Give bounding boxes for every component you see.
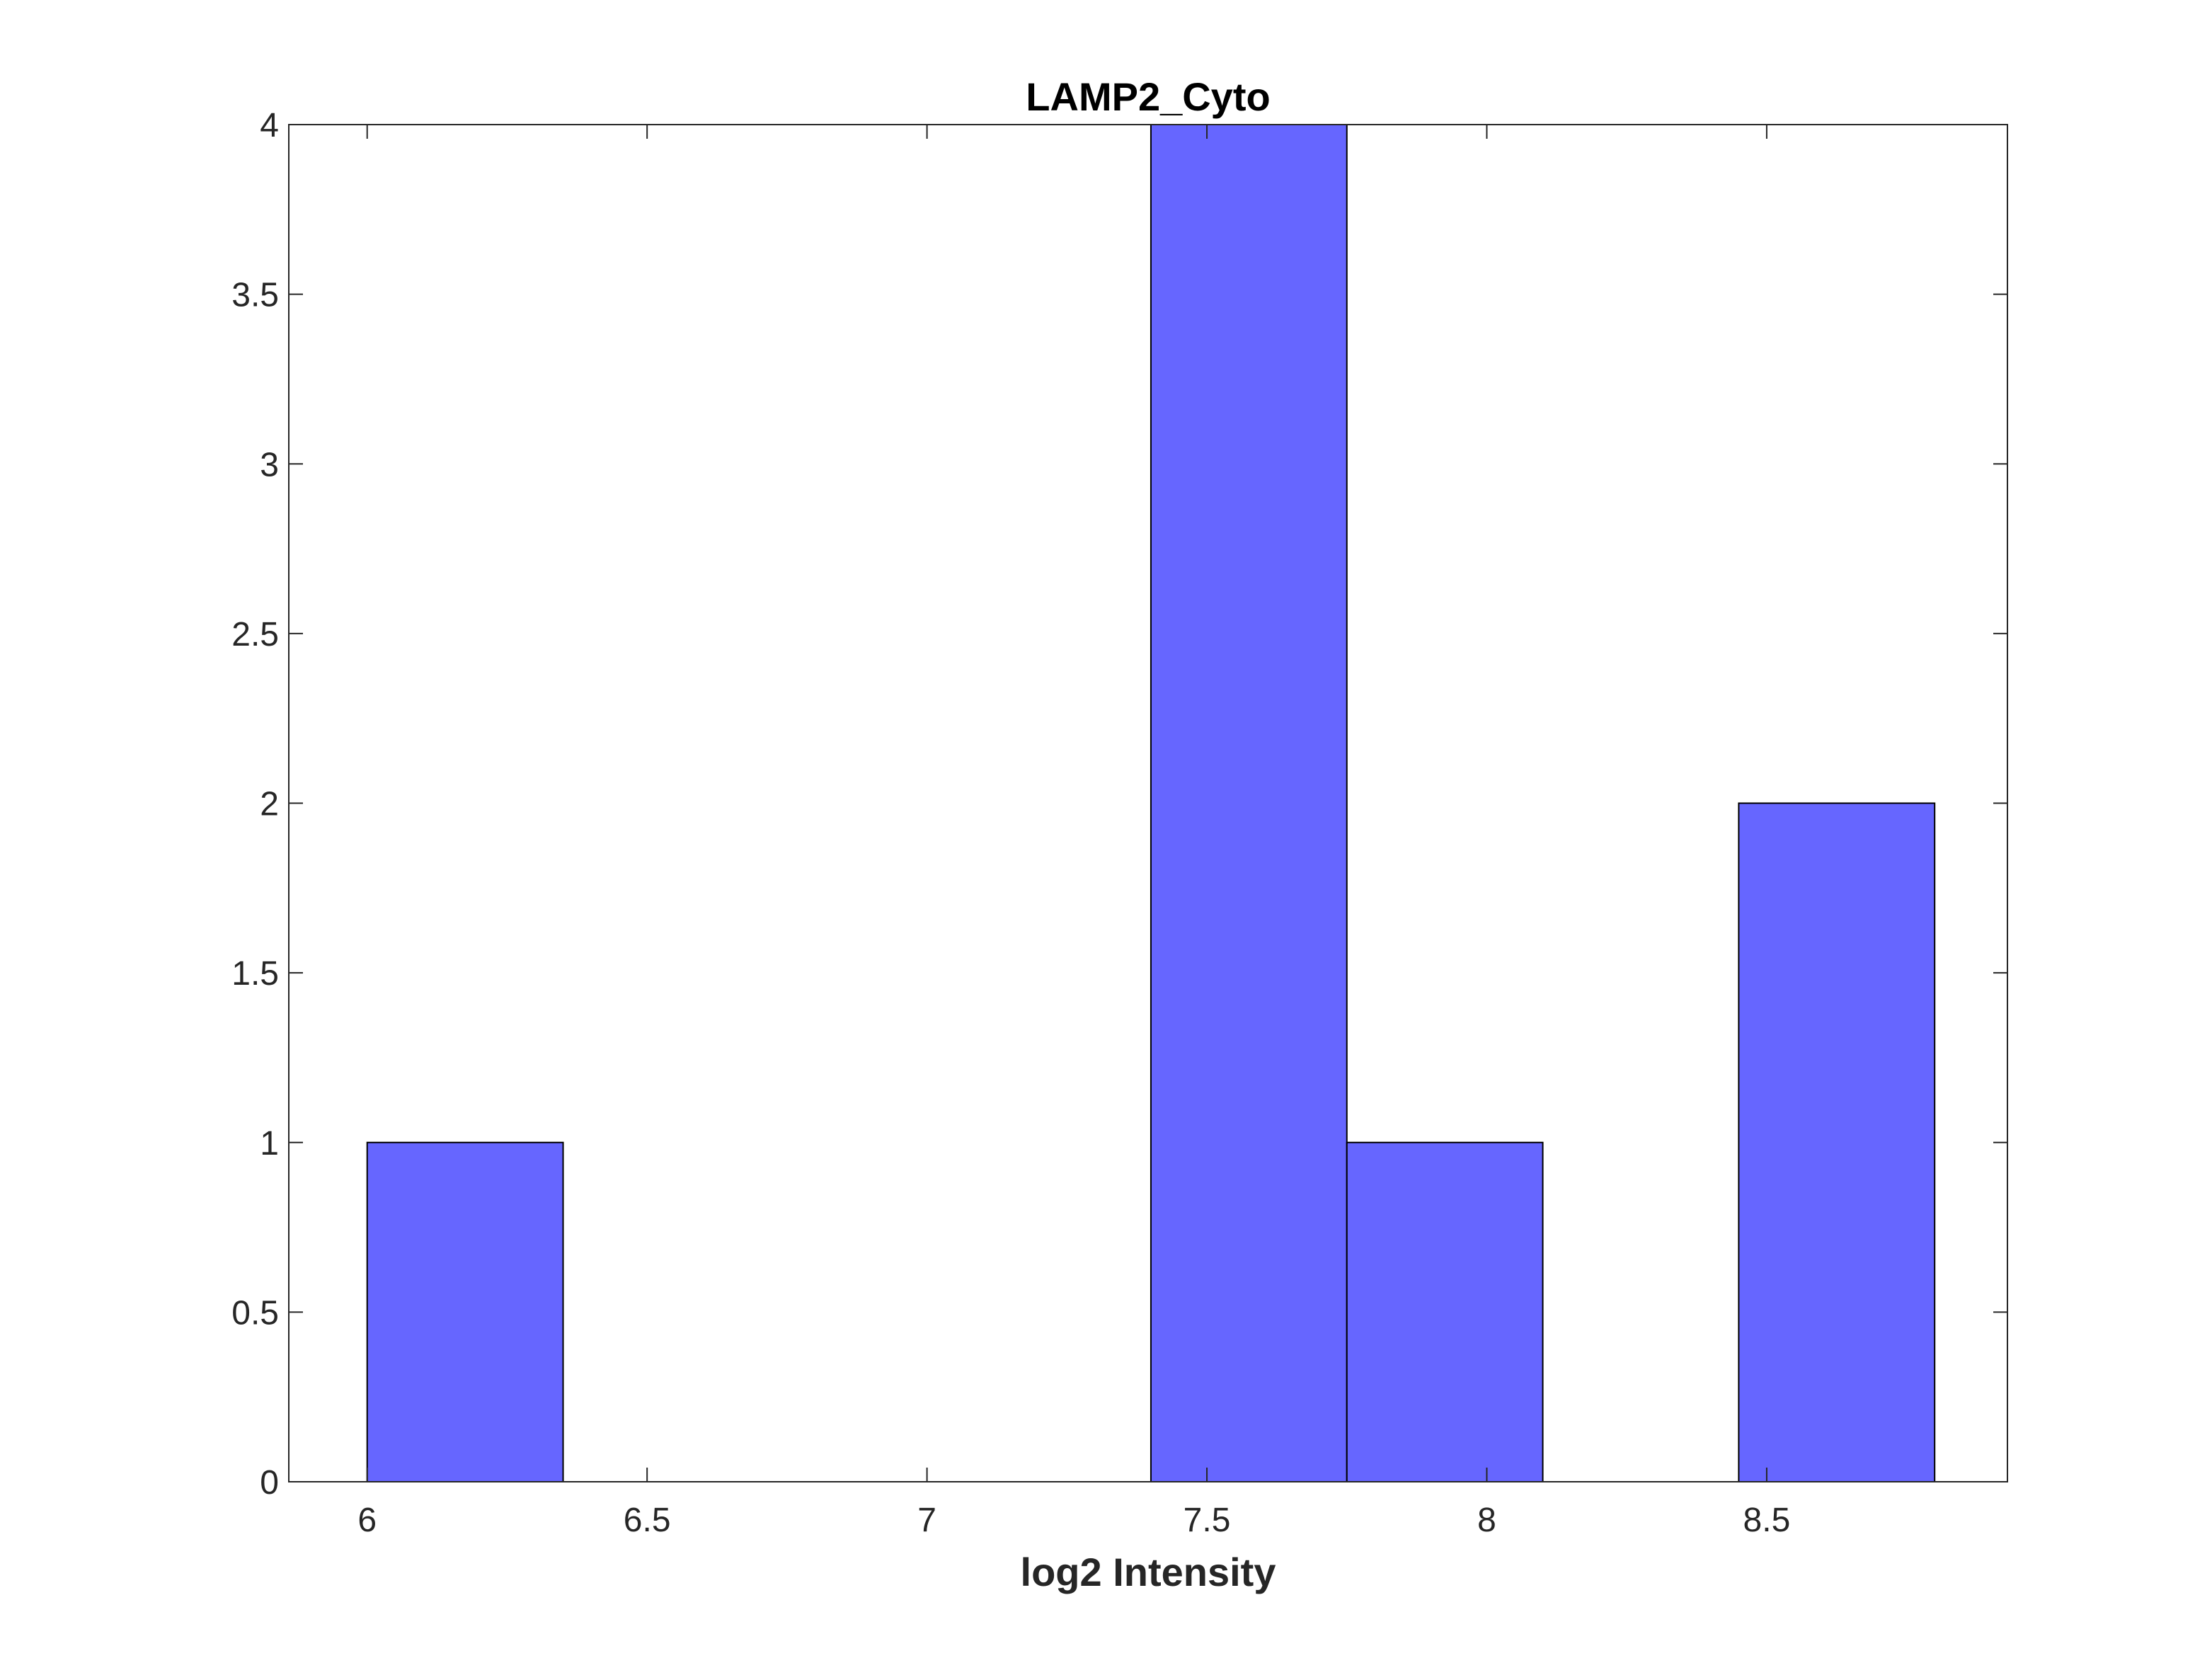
- x-tick-label: 8.5: [1743, 1502, 1791, 1539]
- x-tick-label: 8: [1477, 1502, 1496, 1539]
- y-tick-label: 1: [260, 1125, 279, 1162]
- bars-layer: [366, 124, 1936, 1482]
- x-tick-label: 6: [357, 1502, 377, 1539]
- x-tick-label: 7: [917, 1502, 936, 1539]
- y-tick-label: 0: [260, 1464, 279, 1502]
- y-tick-label: 2.5: [231, 616, 279, 653]
- histogram-bar-5: [1346, 1141, 1544, 1482]
- y-tick-label: 3: [260, 446, 279, 484]
- histogram-bar-4: [1150, 124, 1348, 1482]
- y-tick-label: 3.5: [231, 277, 279, 314]
- y-tick-label: 4: [260, 107, 279, 144]
- chart-title: LAMP2_Cyto: [1026, 74, 1270, 119]
- histogram-bar-7: [1738, 802, 1936, 1482]
- y-tick-label: 1.5: [231, 955, 279, 993]
- y-tick-label: 0.5: [231, 1294, 279, 1332]
- histogram-bar-0: [366, 1141, 564, 1482]
- x-axis-label: log2 Intensity: [1021, 1550, 1276, 1594]
- plot-area-frame: [288, 124, 2008, 1482]
- ticks-layer: 6 6.5 7 7.5 8 8.5 0 0.5 1 1.5 2 2.5 3 3.5 4: [231, 107, 2007, 1539]
- y-tick-label: 2: [260, 786, 279, 823]
- x-tick-label: 6.5: [624, 1502, 671, 1539]
- x-tick-label: 7.5: [1184, 1502, 1231, 1539]
